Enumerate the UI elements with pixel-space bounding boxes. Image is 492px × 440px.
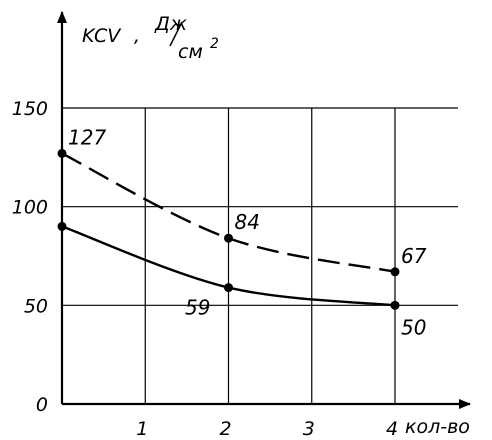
data-label-67: 67 (401, 244, 427, 268)
x-tick-label-2: 2 (219, 418, 231, 440)
series-2-point-2 (224, 283, 233, 293)
y-tick-label-0: 0 (36, 394, 48, 416)
y-axis-unit-fraction-bar (169, 21, 183, 47)
y-tick-label-150: 150 (12, 98, 48, 120)
y-axis-label-main: KCV (82, 25, 122, 47)
series-1-point-1 (57, 148, 67, 158)
x-tick-label-4: 4 (386, 418, 398, 440)
data-label-84: 84 (235, 210, 260, 234)
labels: KCV , Дж см 2 кол-во 0 50 100 150 1 2 3 4 127 84 6… (12, 13, 470, 440)
x-tick-label-1: 1 (136, 418, 148, 440)
data-label-59: 59 (185, 296, 210, 320)
y-tick-label-50: 50 (24, 295, 48, 317)
y-axis-unit-exponent: 2 (210, 36, 219, 52)
series-1-point-3 (390, 267, 400, 277)
y-axis-label-sep: , (134, 25, 140, 47)
series-2-point-1 (57, 221, 67, 231)
y-tick-label-100: 100 (12, 197, 48, 219)
data-label-50: 50 (401, 315, 426, 339)
y-axis-unit-numerator: Дж (154, 13, 187, 35)
series (57, 148, 400, 310)
x-tick-label-3: 3 (303, 418, 315, 440)
grid (62, 107, 458, 404)
data-label-127: 127 (68, 125, 106, 149)
y-axis-unit-denominator: см (178, 41, 203, 63)
series-1-point-2 (224, 233, 233, 243)
axes (57, 11, 471, 409)
x-axis-label: кол-во (405, 416, 470, 438)
series-2-point-3 (390, 300, 400, 310)
